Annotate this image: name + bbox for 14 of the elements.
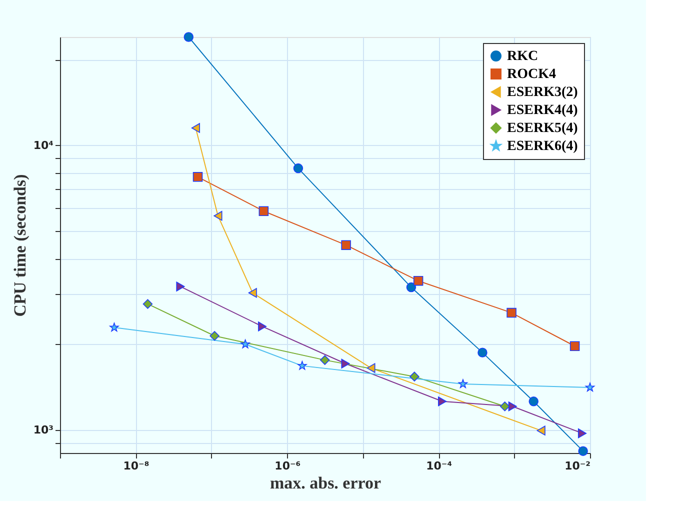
y-tick-label: 10⁴	[33, 138, 54, 152]
legend-label: ESERK6(4)	[507, 139, 578, 154]
y-tick-label: 10³	[33, 423, 54, 436]
x-tick-label: 10⁻²	[564, 460, 591, 472]
legend-label: ESERK5(4)	[507, 121, 578, 136]
legend-label: RKC	[507, 49, 538, 64]
x-tick-label: 10⁻⁶	[274, 460, 301, 472]
y-axis-title: CPU time (seconds)	[10, 174, 30, 317]
x-tick-label: 10⁻⁸	[123, 460, 150, 472]
legend-label: ESERK3(2)	[507, 85, 578, 100]
legend-label: ESERK4(4)	[507, 103, 578, 118]
legend-label: ROCK4	[507, 67, 556, 82]
x-axis-title: max. abs. error	[270, 474, 382, 492]
x-tick-label: 10⁻⁴	[426, 460, 452, 472]
